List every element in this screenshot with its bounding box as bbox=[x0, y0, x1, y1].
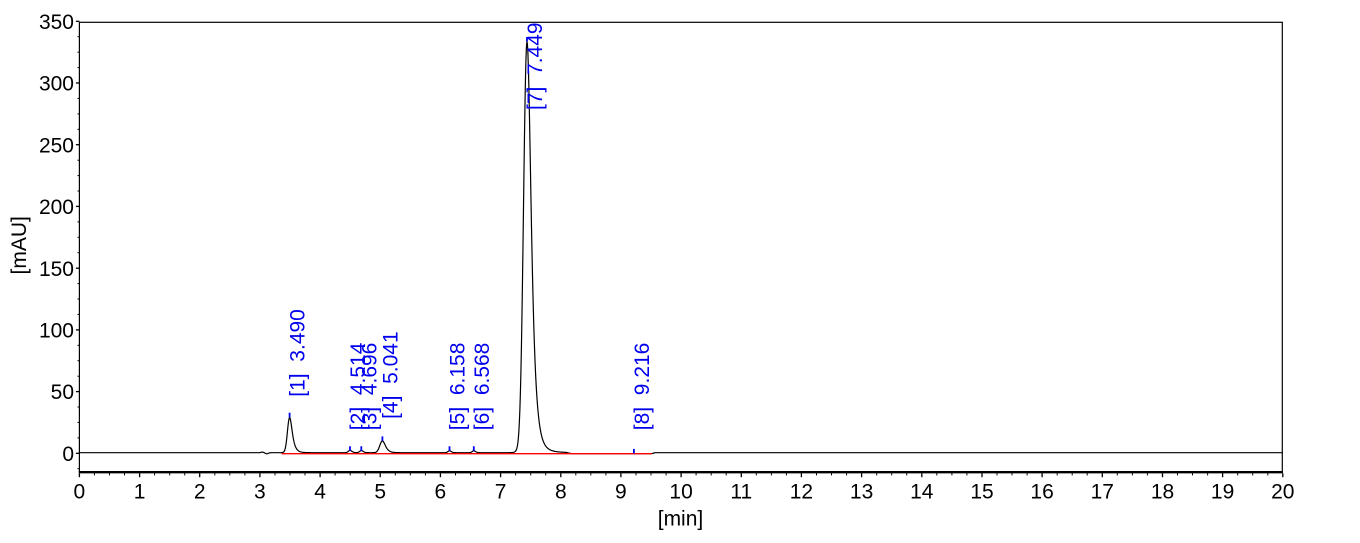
svg-text:5: 5 bbox=[374, 481, 386, 504]
svg-text:4: 4 bbox=[314, 481, 326, 504]
svg-text:150: 150 bbox=[39, 258, 74, 281]
svg-text:3: 3 bbox=[254, 481, 266, 504]
svg-text:13: 13 bbox=[850, 481, 873, 504]
svg-text:16: 16 bbox=[1030, 481, 1053, 504]
svg-text:300: 300 bbox=[39, 73, 74, 96]
svg-text:[4] 5.041: [4] 5.041 bbox=[379, 331, 402, 419]
svg-text:20: 20 bbox=[1271, 481, 1294, 504]
svg-text:100: 100 bbox=[39, 320, 74, 343]
svg-text:350: 350 bbox=[39, 11, 74, 34]
svg-text:10: 10 bbox=[669, 481, 692, 504]
svg-text:2: 2 bbox=[194, 481, 206, 504]
svg-text:[1] 3.490: [1] 3.490 bbox=[287, 309, 310, 397]
svg-text:0: 0 bbox=[62, 443, 74, 466]
svg-text:[5] 6.158: [5] 6.158 bbox=[447, 343, 470, 431]
svg-text:250: 250 bbox=[39, 134, 74, 157]
svg-text:[8] 9.216: [8] 9.216 bbox=[631, 343, 654, 431]
svg-text:19: 19 bbox=[1211, 481, 1234, 504]
svg-text:9: 9 bbox=[615, 481, 627, 504]
svg-text:[min]: [min] bbox=[658, 507, 704, 530]
svg-text:12: 12 bbox=[790, 481, 813, 504]
svg-text:1: 1 bbox=[134, 481, 146, 504]
svg-text:[2] 4.514: [2] 4.514 bbox=[347, 342, 370, 430]
svg-text:8: 8 bbox=[555, 481, 567, 504]
svg-text:[mAU]: [mAU] bbox=[8, 216, 31, 274]
svg-text:6: 6 bbox=[435, 481, 447, 504]
svg-text:200: 200 bbox=[39, 196, 74, 219]
svg-text:0: 0 bbox=[74, 481, 86, 504]
svg-text:7: 7 bbox=[495, 481, 507, 504]
svg-text:[6] 6.568: [6] 6.568 bbox=[471, 343, 494, 431]
svg-text:15: 15 bbox=[970, 481, 993, 504]
svg-text:50: 50 bbox=[51, 381, 74, 404]
svg-text:[7] 7.449: [7] 7.449 bbox=[524, 22, 547, 110]
svg-text:11: 11 bbox=[730, 481, 752, 504]
svg-text:[3] 4.696: [3] 4.696 bbox=[358, 343, 381, 431]
svg-text:17: 17 bbox=[1091, 481, 1114, 504]
svg-text:14: 14 bbox=[910, 481, 934, 504]
svg-text:18: 18 bbox=[1151, 481, 1174, 504]
